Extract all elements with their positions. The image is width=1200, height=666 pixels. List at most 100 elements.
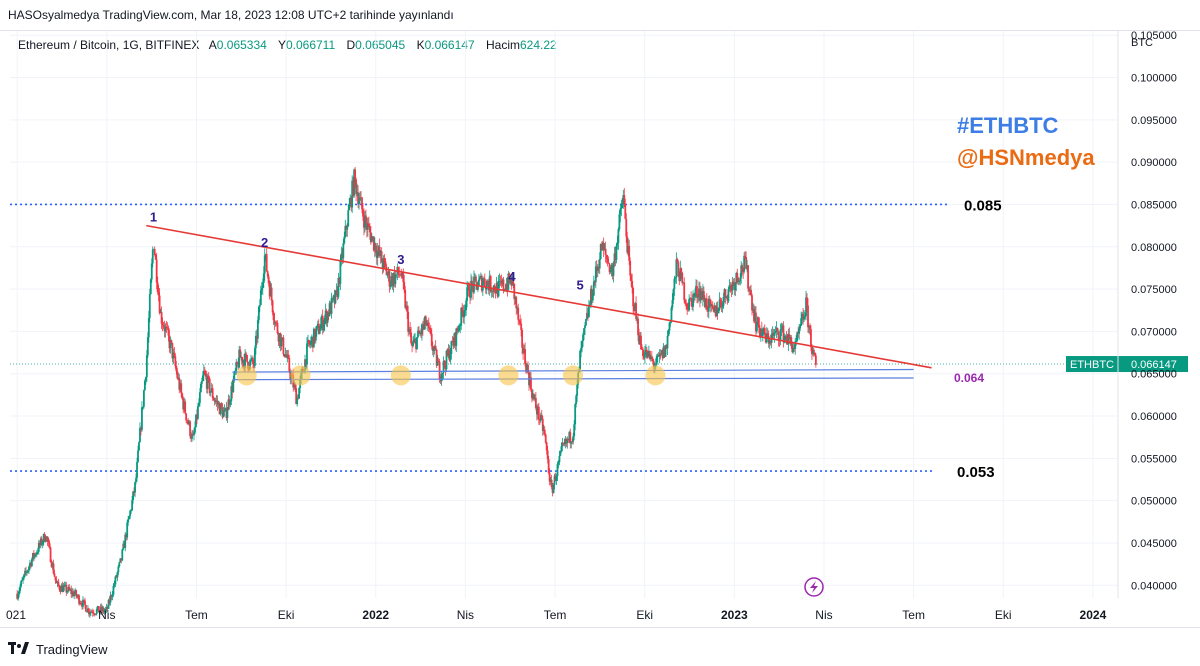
candle-body bbox=[310, 340, 312, 345]
symbol-name[interactable]: Ethereum / Bitcoin, 1G, BITFINEX bbox=[18, 38, 200, 52]
footer-brand[interactable]: TradingView bbox=[8, 638, 108, 660]
candle-body bbox=[649, 356, 652, 359]
candle-body bbox=[316, 323, 319, 326]
candle-body bbox=[422, 324, 424, 330]
candle-body bbox=[662, 346, 665, 358]
candle-body bbox=[724, 289, 727, 298]
candle-body bbox=[470, 280, 472, 298]
candle-body bbox=[531, 389, 533, 399]
candle-body bbox=[351, 180, 354, 208]
candle-body bbox=[194, 426, 196, 433]
candle-body bbox=[616, 243, 619, 246]
candle-body bbox=[120, 558, 123, 561]
close-label: K bbox=[416, 38, 425, 52]
candle-body bbox=[98, 611, 101, 613]
candle-body bbox=[222, 411, 225, 418]
candle-body bbox=[677, 262, 680, 277]
candle-body bbox=[346, 226, 349, 230]
axis-unit-label: BTC bbox=[1131, 37, 1153, 49]
candle-body bbox=[75, 590, 78, 597]
candle-body bbox=[472, 284, 474, 293]
candle-body bbox=[26, 571, 28, 573]
candle-body bbox=[791, 344, 794, 353]
candle-body bbox=[325, 310, 328, 323]
candle-body bbox=[149, 279, 152, 295]
candle-body bbox=[71, 591, 74, 595]
candle-body bbox=[51, 563, 54, 567]
candle-body bbox=[271, 300, 274, 313]
candle-body bbox=[304, 359, 306, 373]
candle-body bbox=[107, 600, 110, 609]
candle-body bbox=[590, 288, 593, 301]
candle-body bbox=[548, 472, 551, 482]
candle-body bbox=[128, 516, 131, 520]
support-touch-marker bbox=[390, 365, 411, 386]
candle-body bbox=[81, 603, 83, 607]
candle-body bbox=[136, 461, 138, 478]
candle-body bbox=[63, 585, 66, 587]
candle-body bbox=[192, 434, 194, 436]
candle-body bbox=[333, 295, 336, 304]
candle-body bbox=[488, 276, 491, 291]
candle-body bbox=[116, 572, 119, 578]
candle-body bbox=[140, 427, 142, 431]
candle-body bbox=[782, 325, 785, 343]
candle-body bbox=[219, 403, 222, 415]
candle-body bbox=[455, 328, 458, 346]
candle-body bbox=[486, 280, 489, 285]
candle-body bbox=[650, 356, 653, 359]
candle-body bbox=[183, 401, 186, 410]
candle-body bbox=[23, 574, 25, 578]
candle-body bbox=[523, 348, 525, 354]
candle-body bbox=[726, 296, 729, 301]
candle-body bbox=[336, 289, 339, 297]
touch-point-label: 1 bbox=[150, 210, 157, 225]
candle-body bbox=[310, 336, 313, 341]
candle-body bbox=[673, 278, 676, 290]
candle-body bbox=[104, 609, 107, 611]
candle-body bbox=[813, 352, 816, 356]
candle-body bbox=[423, 316, 426, 325]
candle-body bbox=[395, 274, 398, 276]
candle-body bbox=[565, 439, 568, 444]
candle-body bbox=[592, 281, 595, 296]
candle-body bbox=[289, 371, 292, 380]
candle-body bbox=[812, 350, 814, 354]
candle-body bbox=[306, 343, 308, 365]
candle-body bbox=[534, 398, 537, 409]
candle-body bbox=[443, 361, 446, 366]
candle-body bbox=[707, 298, 710, 312]
candle-body bbox=[344, 226, 347, 237]
candle-body bbox=[425, 325, 428, 327]
lightning-icon bbox=[804, 577, 824, 597]
x-tick-label: Tem bbox=[902, 608, 925, 622]
candle-body bbox=[542, 429, 545, 431]
candle-body bbox=[322, 324, 325, 331]
candle-body bbox=[115, 576, 118, 578]
candle-body bbox=[254, 335, 257, 349]
candle-body bbox=[530, 377, 532, 390]
candle-body bbox=[215, 400, 218, 402]
candle-body bbox=[170, 339, 173, 343]
candle-body bbox=[175, 366, 178, 372]
candle-body bbox=[639, 335, 641, 344]
candle-body bbox=[665, 345, 668, 349]
candle-body bbox=[498, 280, 501, 282]
candle-body bbox=[40, 538, 43, 545]
candle-body bbox=[480, 276, 483, 291]
candle-body bbox=[640, 335, 642, 350]
candle-body bbox=[182, 398, 185, 410]
touch-point-label: 4 bbox=[508, 269, 516, 284]
x-tick-label: Tem bbox=[544, 608, 567, 622]
candle-body bbox=[777, 331, 780, 340]
candle-body bbox=[524, 348, 526, 365]
candle-body bbox=[334, 290, 337, 304]
candle-body bbox=[448, 349, 451, 361]
candle-body bbox=[251, 358, 253, 360]
candle-body bbox=[566, 439, 569, 444]
candle-body bbox=[453, 333, 456, 346]
candle-body bbox=[704, 298, 707, 307]
candle-body bbox=[315, 325, 318, 331]
candle-body bbox=[124, 534, 127, 548]
